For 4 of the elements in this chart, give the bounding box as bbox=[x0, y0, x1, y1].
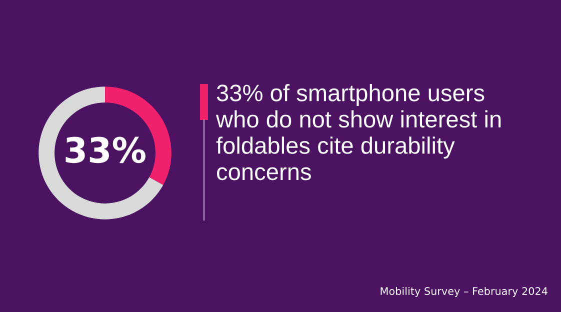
text: 33% of smartphone users who do not show interest in foldables cite durability concerns bbox=[216, 84, 501, 180]
text: Mobility Survey – February 2024 bbox=[380, 286, 548, 298]
donut-slice bbox=[38, 86, 164, 220]
data-label: 33% bbox=[66, 136, 146, 164]
